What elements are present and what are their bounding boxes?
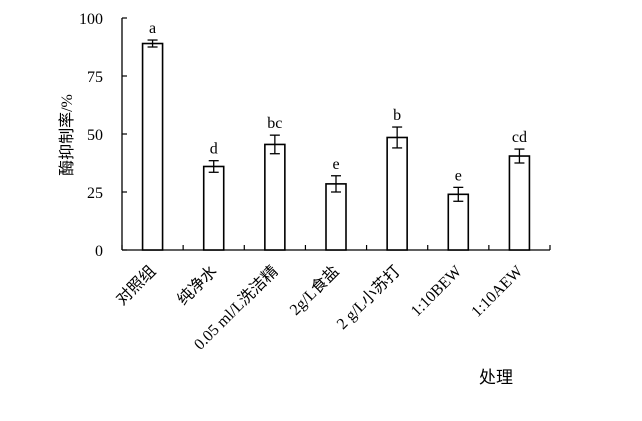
- significance-label: cd: [512, 129, 527, 146]
- bar: [447, 193, 470, 251]
- bar: [508, 155, 531, 251]
- significance-label: e: [455, 167, 462, 184]
- category-label: 2g/L食盐: [286, 262, 343, 319]
- significance-label: a: [149, 20, 156, 37]
- y-tick-label: 75: [87, 69, 103, 86]
- category-label: 1:10AEW: [468, 262, 527, 321]
- bar: [386, 136, 408, 251]
- bars: [141, 39, 531, 251]
- y-tick-label: 100: [79, 11, 103, 28]
- y-axis-label: 酶抑制率/%: [58, 94, 76, 176]
- significance-label: b: [393, 107, 401, 124]
- category-label: 1:10BEW: [408, 262, 466, 320]
- category-label: 2 g/L小苏打: [333, 262, 404, 333]
- y-tick-label: 25: [87, 185, 103, 202]
- significance-label: bc: [267, 115, 282, 132]
- y-tick-label: 0: [95, 243, 103, 260]
- bar: [141, 42, 164, 251]
- bar: [202, 165, 225, 251]
- x-axis-label: 处理: [479, 368, 513, 387]
- category-label: 对照组: [113, 262, 160, 309]
- significance-label: d: [210, 141, 218, 158]
- significance-label: e: [332, 156, 339, 173]
- bar: [325, 183, 347, 251]
- y-tick-label: 50: [87, 127, 103, 144]
- category-label: 纯净水: [174, 262, 221, 309]
- axes: 0 25 50 75 100: [79, 11, 551, 260]
- bar: [264, 143, 286, 251]
